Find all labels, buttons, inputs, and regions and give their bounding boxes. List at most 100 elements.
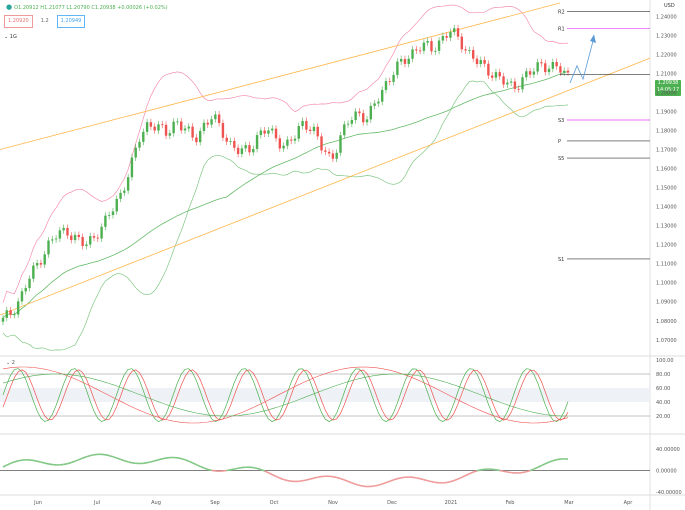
candle-body: [70, 235, 73, 241]
candle-body: [490, 75, 494, 78]
price-tick: 1.22000: [656, 52, 677, 58]
candle-body: [494, 72, 498, 78]
stoch-band: [0, 388, 650, 402]
candle-body: [369, 105, 373, 120]
osc-segment: [537, 464, 542, 469]
interval-label: 1G: [9, 34, 17, 40]
osc-segment: [548, 459, 554, 463]
candle-body: [233, 140, 236, 148]
osc-segment: [397, 477, 402, 480]
time-tick: Mar: [564, 500, 574, 506]
candle-body: [407, 58, 410, 64]
candle-body: [358, 111, 361, 114]
osc-segment: [180, 457, 186, 461]
stoch-slow-line-2: [2, 373, 568, 417]
candle-body: [426, 41, 429, 43]
candle-body: [138, 141, 141, 148]
osc-segment: [108, 454, 114, 458]
osc-segment: [385, 480, 391, 484]
osc-segment: [544, 461, 550, 465]
bollinger-lower: [2, 80, 569, 351]
candle-body: [460, 36, 464, 50]
candle-body: [343, 124, 346, 136]
osc-segment: [116, 457, 121, 461]
candle-body: [62, 227, 65, 231]
last-price-value: 1.20938: [657, 80, 679, 86]
candle-body: [225, 137, 228, 142]
candle-body: [119, 192, 122, 199]
candle-body: [312, 126, 316, 132]
candle-body: [449, 32, 452, 38]
candle-body: [331, 153, 335, 159]
input-box-3[interactable]: 1.20949: [56, 15, 86, 28]
candle-body: [39, 263, 43, 265]
candle-body: [339, 135, 342, 153]
candle-body: [221, 123, 225, 138]
osc-segment: [48, 463, 53, 466]
osc-segment: [86, 454, 91, 458]
candle-body: [566, 70, 570, 73]
candle-body: [13, 314, 16, 316]
collapse-icon[interactable]: ⌄ 1G: [4, 34, 17, 40]
osc-segment: [298, 479, 303, 483]
pivot-label: R2: [558, 10, 565, 16]
candle-body: [210, 119, 213, 125]
osc-segment: [127, 461, 133, 464]
candle-body: [1, 317, 5, 322]
osc-segment: [450, 479, 455, 483]
input-box-2[interactable]: 1.2: [36, 15, 53, 28]
candle-body: [153, 126, 156, 131]
osc-segment: [355, 483, 360, 487]
candle-body: [85, 244, 88, 247]
candle-body: [126, 177, 130, 191]
osc-segment: [507, 471, 512, 474]
time-tick: 2021: [445, 500, 458, 506]
osc-segment: [44, 462, 49, 465]
osc-segment: [374, 484, 379, 487]
time-tick: Oct: [270, 500, 279, 506]
candle-body: [320, 136, 323, 151]
candle-body: [214, 114, 217, 120]
osc-segment: [18, 459, 23, 462]
price-tick: 1.09000: [656, 300, 677, 306]
pivot-label: S1: [558, 257, 564, 263]
osc-segment: [203, 467, 209, 471]
candle-body: [354, 111, 357, 121]
osc-segment: [476, 469, 481, 472]
price-tick: 1.24000: [656, 14, 677, 20]
candle-body: [267, 130, 270, 134]
price-tick: 1.18000: [656, 128, 677, 134]
candle-body: [157, 124, 160, 131]
osc-segment: [541, 463, 546, 467]
candle-body: [240, 148, 244, 155]
candle-body: [54, 238, 58, 240]
candle-body: [172, 121, 175, 134]
input-box-1[interactable]: 1.20920: [4, 15, 33, 28]
candle-body: [43, 254, 46, 265]
time-tick: Sep: [210, 500, 219, 506]
osc-segment: [256, 467, 262, 471]
stoch-k-line: [2, 368, 569, 423]
candle-body: [187, 126, 191, 129]
price-tick: 1.14000: [656, 205, 677, 211]
osc-segment: [74, 458, 80, 462]
time-tick: Apr: [624, 500, 634, 506]
indicator-inputs: 1.20920 1.2 1.20949: [4, 15, 86, 28]
candle-body: [263, 130, 266, 134]
price-tick: 1.11000: [656, 262, 677, 268]
osc-segment: [199, 465, 205, 469]
candle-body: [403, 58, 407, 64]
candle-body: [335, 152, 338, 159]
candle-body: [164, 124, 168, 136]
candle-body: [479, 59, 482, 65]
stoch-tick: 60.00: [656, 386, 670, 392]
candle-body: [301, 120, 304, 127]
osc-segment: [275, 475, 281, 479]
osc-segment: [188, 460, 193, 464]
candle-body: [252, 148, 255, 153]
candle-body: [472, 50, 475, 59]
candle-body: [244, 145, 247, 149]
osc-segment: [351, 482, 356, 486]
